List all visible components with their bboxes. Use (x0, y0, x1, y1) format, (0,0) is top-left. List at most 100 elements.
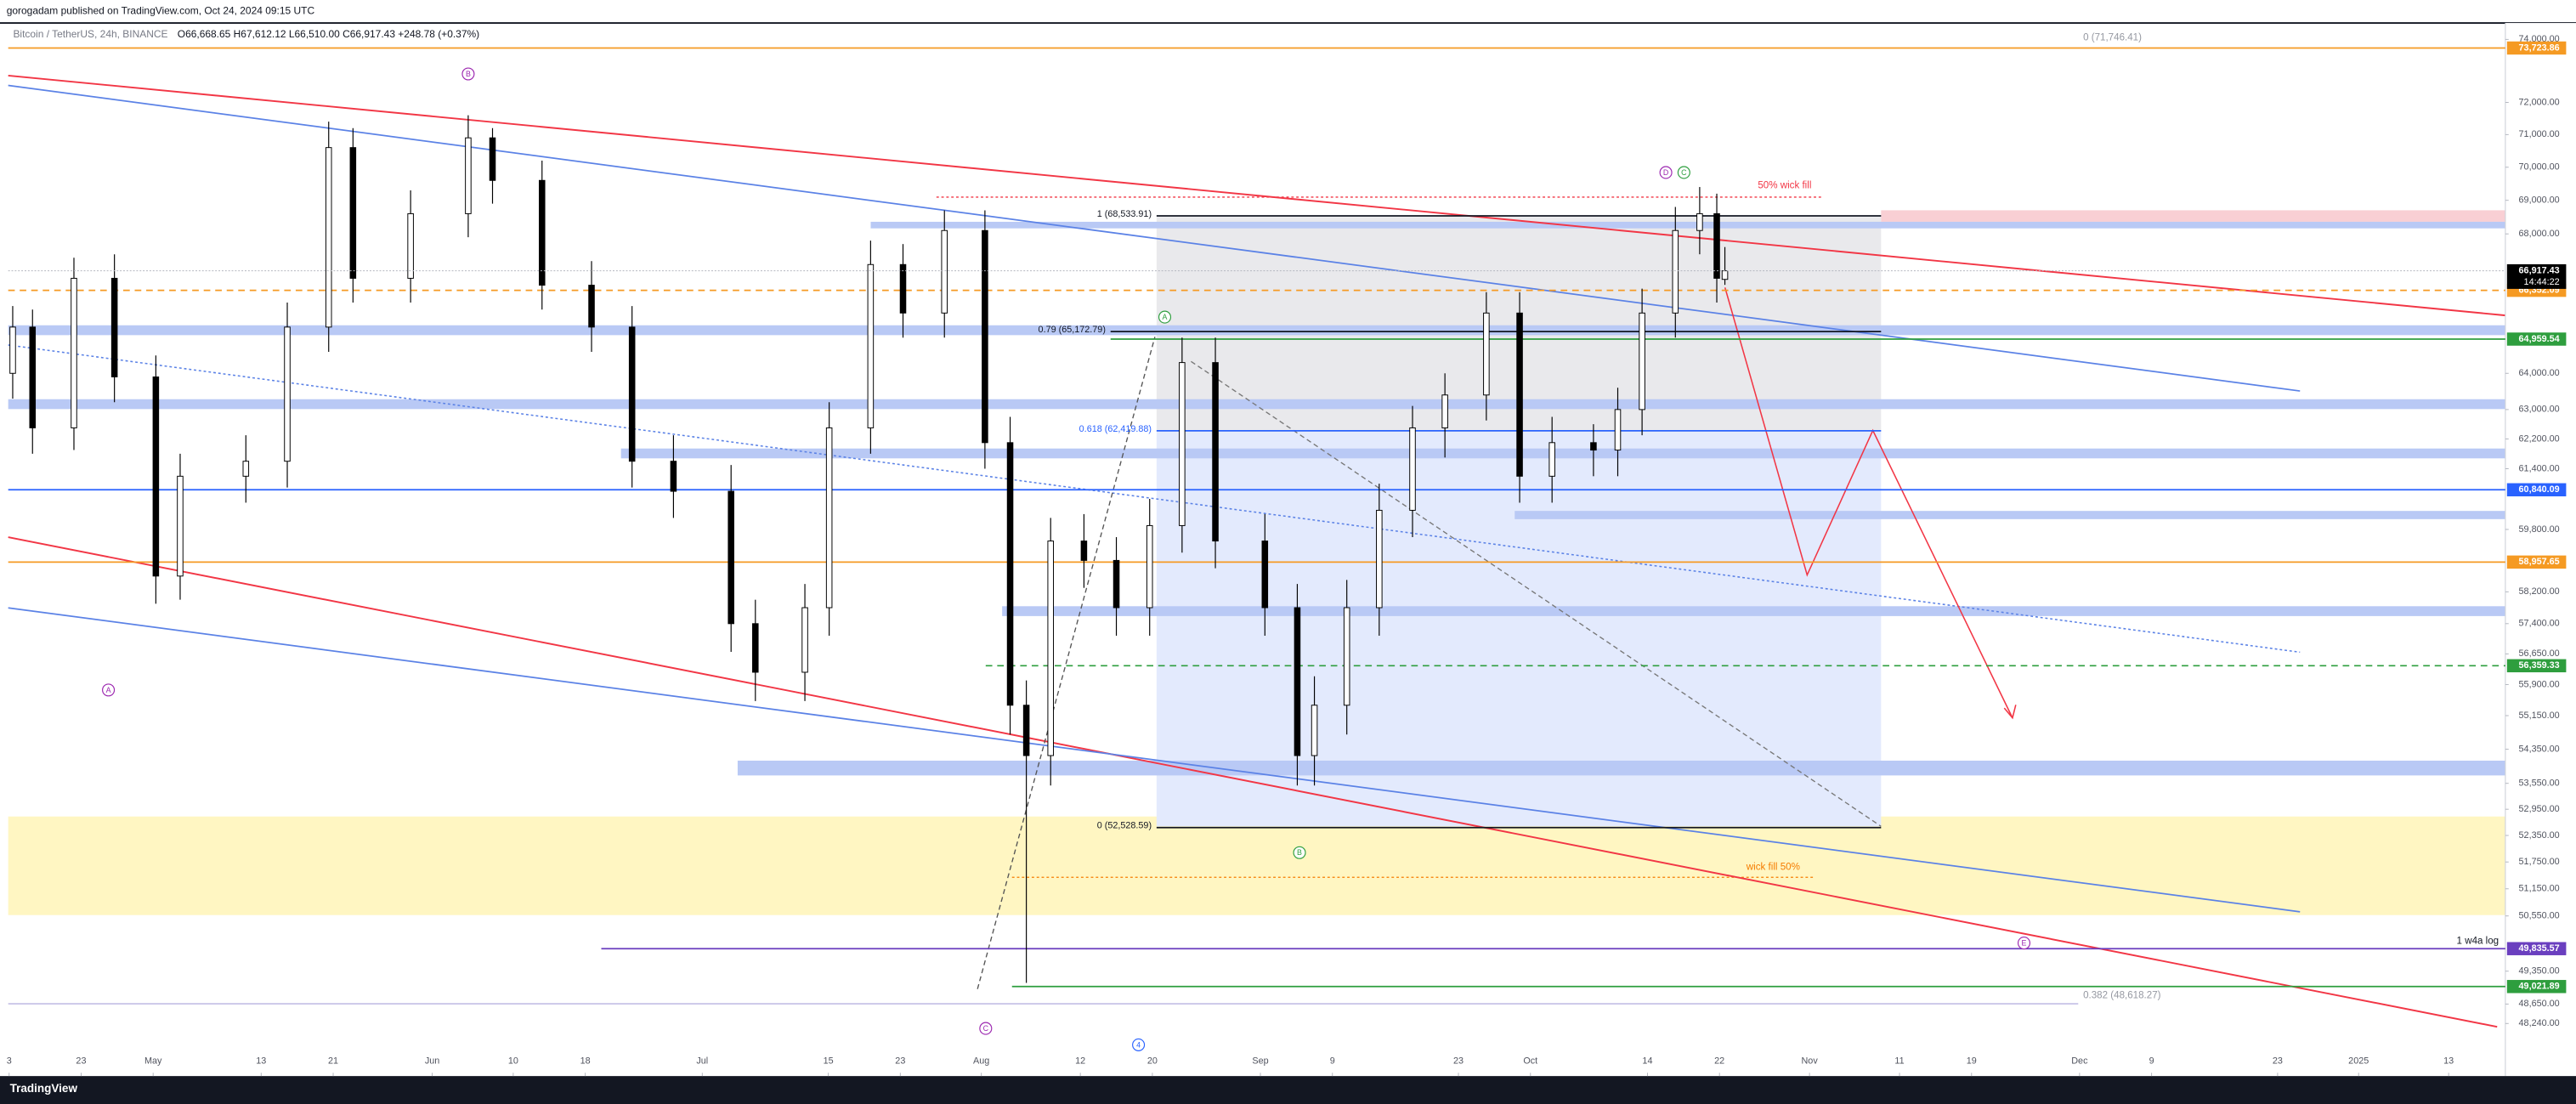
price-tag-label: 49,835.57 (2519, 943, 2560, 954)
fib-label: 0.79 (65,172.79) (1039, 325, 1106, 335)
y-tick-label: 56,650.00 (2519, 648, 2560, 659)
x-tick-label: 23 (895, 1056, 905, 1067)
x-tick-label: 2025 (2348, 1056, 2369, 1067)
y-tick-label: 49,350.00 (2519, 966, 2560, 977)
x-tick-label: 15 (824, 1056, 834, 1067)
price-tag (2506, 483, 2567, 497)
x-tick-label: 23 (1453, 1056, 1464, 1067)
candle-body (1614, 409, 1622, 451)
zone-band (620, 448, 2505, 459)
candle-body (9, 326, 16, 374)
candle-body (1409, 427, 1416, 511)
x-tick-label: 3 (7, 1056, 12, 1067)
x-tick-label: Sep (1252, 1056, 1268, 1067)
annotation: 1 w4a log (2457, 937, 2500, 947)
arrow-head (2003, 705, 2017, 720)
price-tag (2506, 41, 2567, 55)
candle-body (1639, 312, 1645, 410)
publisher: gorogadam published on TradingView.com, … (7, 5, 315, 17)
zone-band (737, 760, 2505, 776)
wave-label: B (1297, 848, 1302, 857)
price-axis (2505, 23, 2576, 1077)
candle-body (1311, 705, 1318, 756)
candle-body (728, 490, 734, 625)
y-tick-label: 54,350.00 (2519, 744, 2560, 754)
price-tag (2506, 942, 2567, 955)
candle-body (152, 376, 160, 577)
candle-body (465, 137, 472, 214)
y-tick-label: 71,000.00 (2519, 129, 2560, 139)
candle-body (242, 461, 250, 477)
candle-body (1672, 229, 1679, 314)
x-tick-label: 22 (1714, 1056, 1724, 1067)
wave-label: E (2022, 938, 2027, 947)
candle-body (1483, 312, 1490, 396)
y-tick-label: 48,650.00 (2519, 999, 2560, 1009)
y-tick-label: 48,240.00 (2519, 1018, 2560, 1028)
candles (9, 115, 1729, 983)
y-tick-label: 59,800.00 (2519, 524, 2560, 535)
yellow-zone (8, 816, 2505, 915)
candle-body (1548, 442, 1555, 477)
x-tick-label: 9 (1330, 1056, 1335, 1067)
candle-body (1376, 509, 1383, 609)
candle-body (1721, 270, 1729, 280)
x-tick-label: 19 (1967, 1056, 1977, 1067)
candle-body (752, 623, 759, 673)
footer-bar (0, 1076, 2576, 1104)
fib-label: 1 (68,533.91) (1097, 209, 1152, 219)
candle-body (1294, 607, 1301, 756)
x-tick-label: 11 (1894, 1056, 1904, 1067)
price-tag-label: 73,723.86 (2519, 42, 2560, 53)
candle-body (941, 229, 948, 314)
last-price-tag (2506, 263, 2567, 289)
candle-body (177, 475, 184, 577)
price-tag (2506, 980, 2567, 994)
candle-body (325, 147, 332, 328)
wave-circle (2017, 937, 2031, 950)
candle-body (1516, 312, 1523, 477)
x-tick-label: 23 (76, 1056, 86, 1067)
wave-label: 4 (1136, 1040, 1141, 1049)
price-tag-label: 60,840.09 (2519, 484, 2560, 495)
y-tick-label: 52,950.00 (2519, 804, 2560, 814)
annotation: 0.382 (48,618.27) (2083, 990, 2161, 1000)
trend-line (8, 344, 2301, 654)
x-tick-label: 13 (256, 1056, 266, 1067)
annotation: wick fill 50% (1746, 863, 1800, 873)
y-tick-label: 57,400.00 (2519, 619, 2560, 629)
wave-label: A (1163, 313, 1168, 321)
trend-line (8, 536, 2498, 1028)
price-tag-label: 49,021.89 (2519, 982, 2560, 992)
x-tick-label: 18 (580, 1056, 591, 1067)
drawings (8, 74, 2505, 1028)
x-tick-label: 23 (2273, 1056, 2283, 1067)
x-tick-label: Jul (696, 1056, 708, 1067)
x-tick-label: 10 (508, 1056, 518, 1067)
candle-body (670, 461, 677, 492)
candle-body (29, 326, 37, 428)
dashed-line (977, 337, 1156, 989)
price-tag (2506, 555, 2567, 569)
x-tick-label: Oct (1523, 1056, 1537, 1067)
y-tick-label: 72,000.00 (2519, 97, 2560, 107)
candle-body (1441, 394, 1448, 428)
y-tick-label: 69,000.00 (2519, 195, 2560, 206)
candle-body (407, 212, 414, 279)
y-tick-label: 62,200.00 (2519, 433, 2560, 444)
candle-body (1590, 442, 1597, 451)
zone-band (8, 399, 2505, 410)
candle-body (1112, 559, 1120, 609)
annotation: 0 (71,746.41) (2083, 33, 2142, 43)
fib-label: 0 (52,528.59) (1097, 821, 1152, 831)
fib-label: 0.618 (62,419.88) (1079, 424, 1152, 434)
y-tick-label: 70,000.00 (2519, 162, 2560, 173)
candle-body (588, 285, 595, 328)
candle-body (489, 137, 496, 181)
candle-body (1179, 362, 1186, 526)
x-tick-label: 14 (1642, 1056, 1652, 1067)
price-tag-label: 58,957.65 (2519, 557, 2560, 567)
x-tick-label: May (144, 1056, 162, 1067)
candle-body (899, 263, 907, 314)
